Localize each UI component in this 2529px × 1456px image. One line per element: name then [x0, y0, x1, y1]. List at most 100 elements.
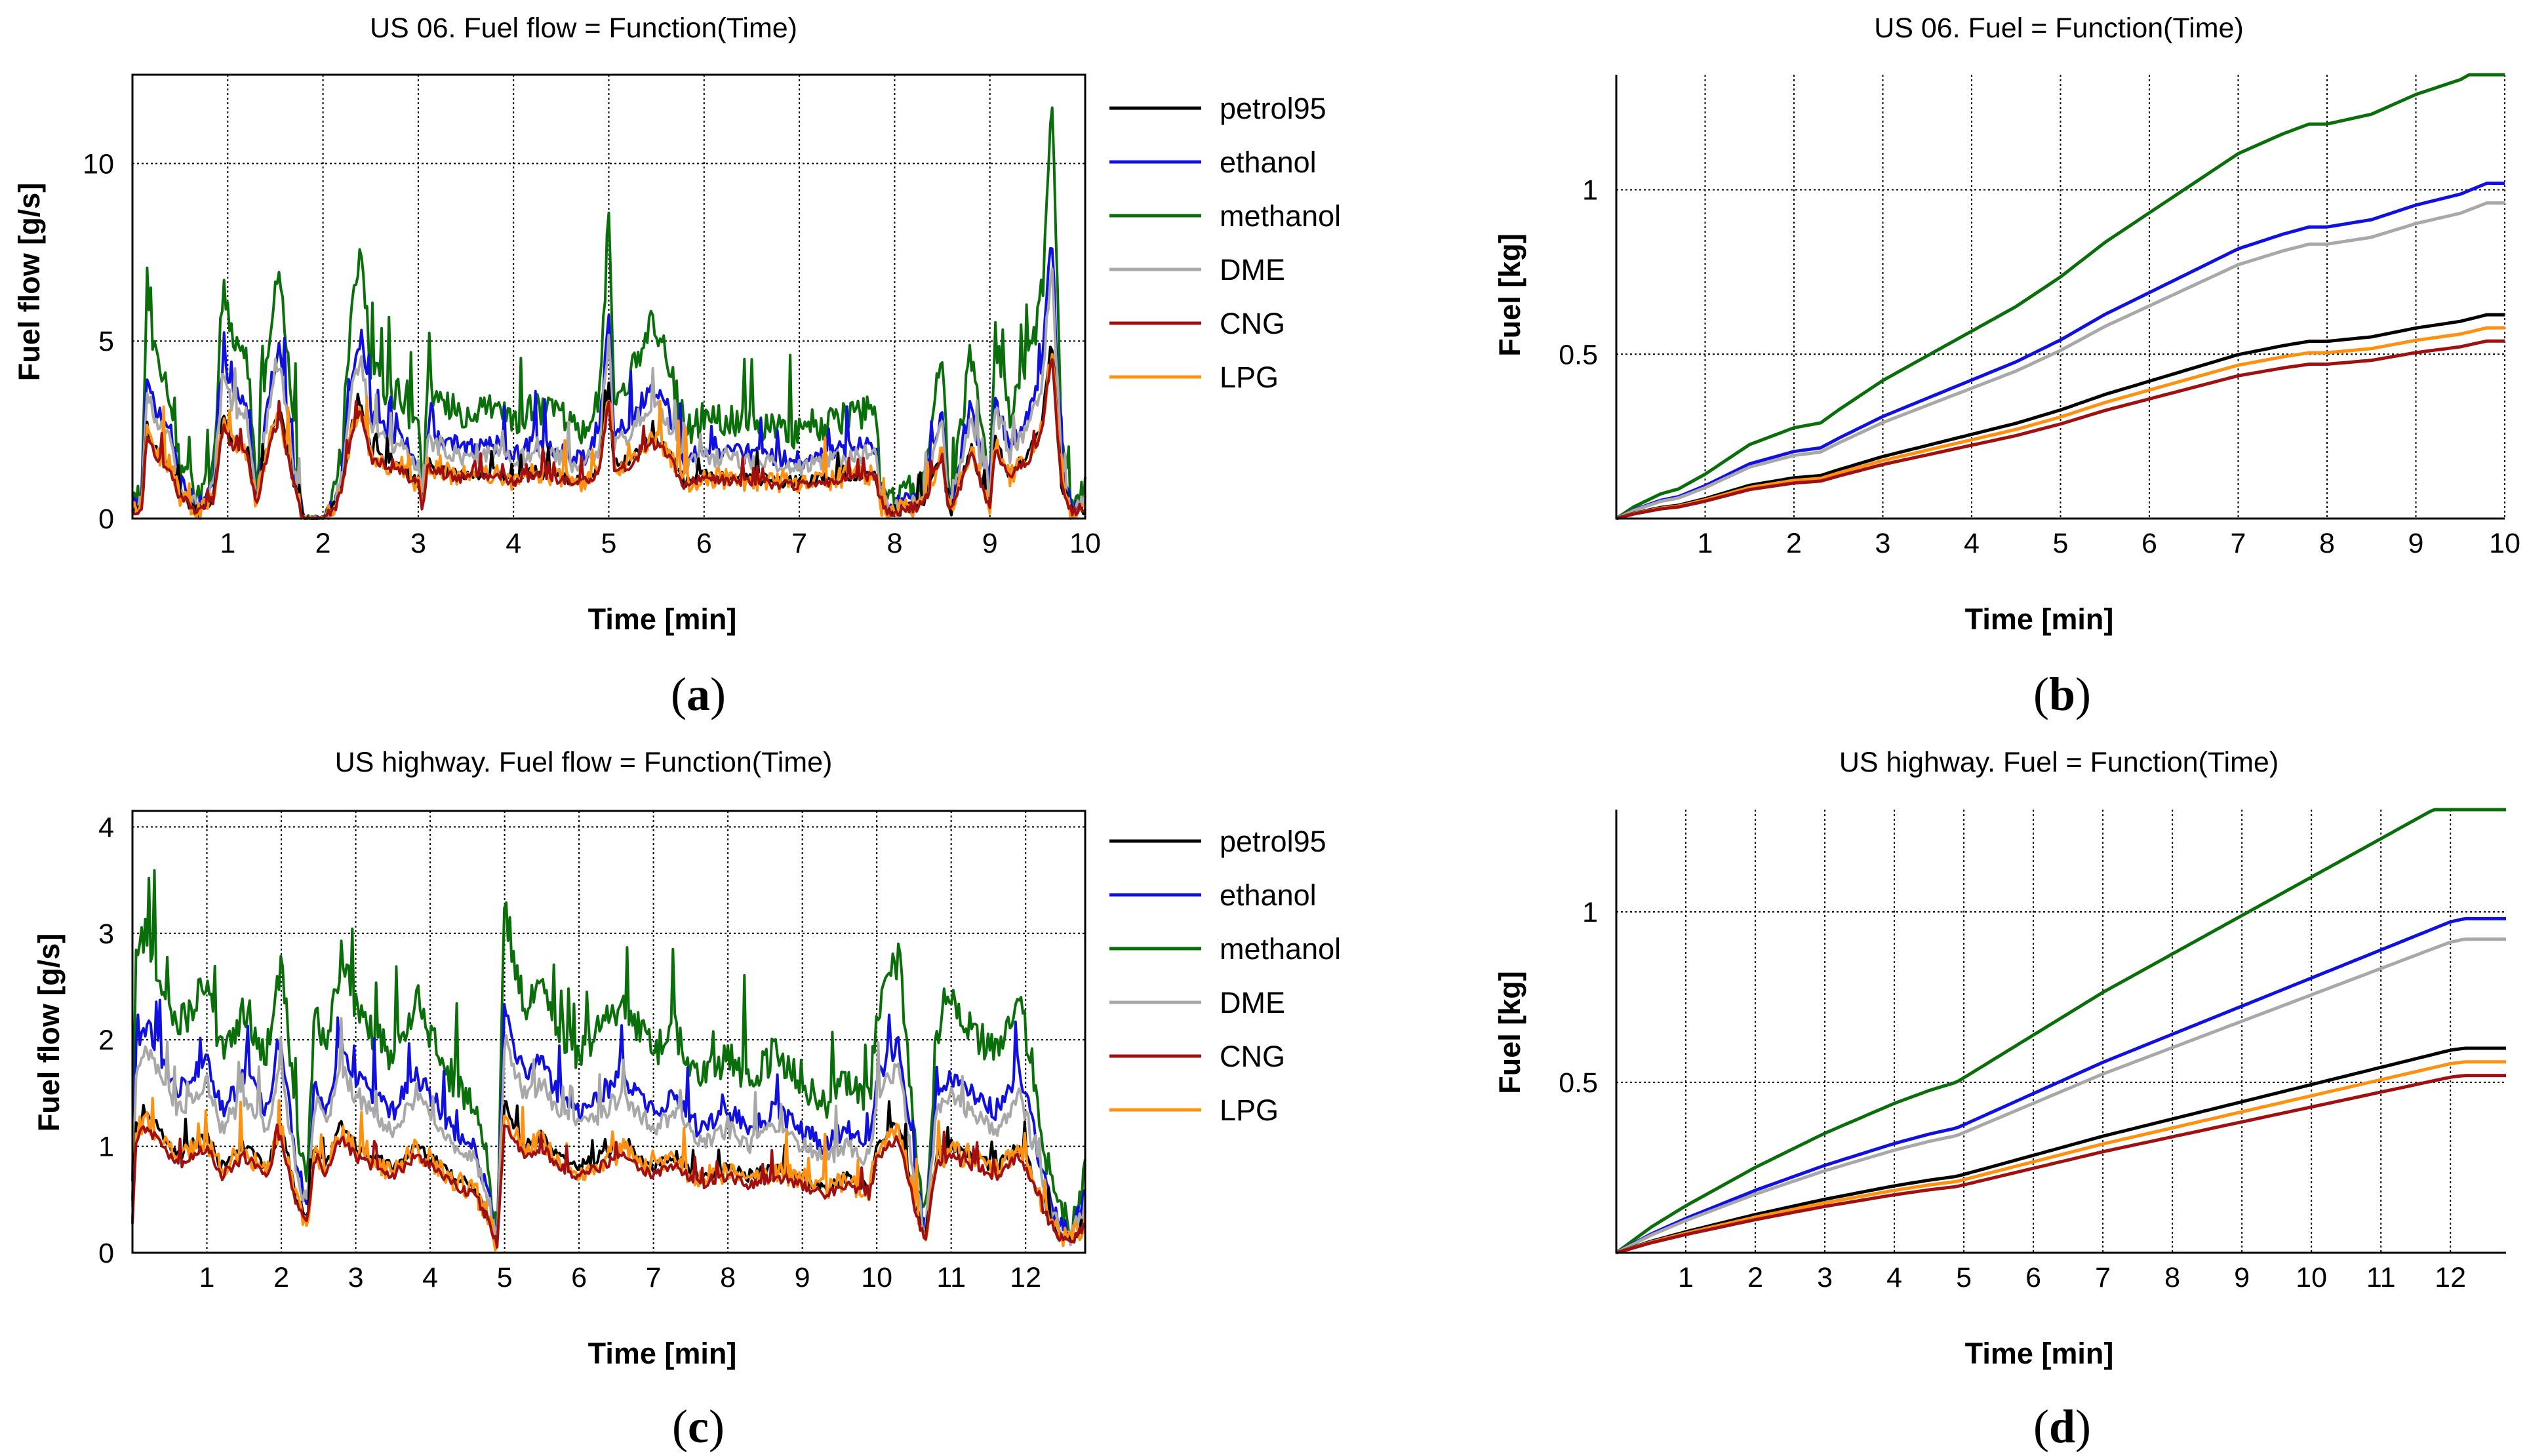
y-ticks-d: 0.51: [1559, 897, 1598, 1099]
series-line-ethanol: [131, 998, 1086, 1245]
x-tick-label: 9: [2234, 1262, 2250, 1293]
series-line-cng: [1616, 339, 2505, 521]
grid-c: [132, 811, 1085, 1253]
xlabel-c: Time [min]: [588, 1337, 737, 1370]
x-tick-label: 2: [1786, 528, 1802, 559]
series-line-ethanol: [1615, 916, 2506, 1255]
x-tick-label: 5: [497, 1262, 513, 1293]
legend-label-cng: CNG: [1220, 307, 1285, 340]
x-tick-label: 7: [2095, 1262, 2111, 1293]
panel-b: US 06. Fuel = Function(Time) Time [min] …: [1493, 12, 2520, 720]
series-line-lpg: [1616, 326, 2505, 521]
y-tick-label: 2: [98, 1025, 114, 1056]
caption-d: (d): [2033, 1400, 2091, 1453]
legend-label-ethanol: ethanol: [1220, 146, 1317, 179]
grid-b: [1616, 75, 2505, 519]
x-tick-label: 4: [422, 1262, 438, 1293]
x-tick-label: 7: [2231, 528, 2246, 559]
series-line-petrol95: [1616, 313, 2505, 521]
x-tick-label: 2: [273, 1262, 289, 1293]
caption-a: (a): [671, 668, 726, 720]
series-line-dme: [1615, 937, 2506, 1255]
plot-frame-a: [131, 73, 1086, 520]
x-tick-label: 3: [1817, 1262, 1833, 1293]
legend-label-methanol: methanol: [1220, 199, 1341, 233]
x-tick-label: 11: [2366, 1262, 2396, 1293]
series-line-cng: [131, 358, 1086, 520]
caption-d-letter: d: [2049, 1400, 2075, 1453]
title-b: US 06. Fuel = Function(Time): [1874, 12, 2244, 44]
series-line-methanol: [131, 869, 1086, 1240]
plot-frame-c: [131, 810, 1086, 1254]
x-ticks-c: 1 2 3 4 5 6 7 8 9 10 11 12: [199, 1262, 1042, 1293]
panel-a: US 06. Fuel flow = Function(Time) Time […: [12, 12, 1341, 720]
x-tick-label: 3: [348, 1262, 364, 1293]
y-tick-label: 0: [98, 1238, 114, 1269]
series-line-cng: [1616, 1074, 2506, 1255]
x-tick-label: 10: [2296, 1262, 2327, 1293]
title-d: US highway. Fuel = Function(Time): [1839, 747, 2279, 778]
x-tick-label: 7: [791, 528, 807, 559]
y-tick-label: 1: [1582, 175, 1598, 207]
x-tick-label: 2: [1747, 1262, 1763, 1293]
series-line-petrol95: [131, 1100, 1086, 1248]
series-line-dme: [1615, 201, 2505, 521]
series-line-petrol95: [1616, 1046, 2506, 1255]
x-tick-label: 1: [220, 528, 235, 559]
series-line-lpg: [131, 1097, 1086, 1251]
axes-d: [1615, 810, 2506, 1254]
y-ticks-a: 0 5 10: [83, 148, 114, 535]
x-tick-label: 7: [646, 1262, 662, 1293]
ylabel-b: Fuel [kg]: [1493, 233, 1526, 357]
x-tick-label: 4: [1886, 1262, 1902, 1293]
x-tick-label: 3: [410, 528, 426, 559]
xlabel-a: Time [min]: [588, 602, 737, 636]
y-tick-label: 0.5: [1559, 339, 1598, 370]
x-ticks-a: 1 2 3 4 5 6 7 8 9 10: [220, 528, 1101, 559]
title-a: US 06. Fuel flow = Function(Time): [370, 12, 797, 44]
series-lines-c: [131, 869, 1086, 1251]
legend-label-methanol: methanol: [1220, 932, 1341, 966]
x-tick-label: 8: [886, 528, 902, 559]
caption-c-letter: c: [688, 1400, 709, 1453]
caption-b-letter: b: [2049, 668, 2075, 720]
x-tick-label: 6: [571, 1262, 587, 1293]
legend-label-lpg: LPG: [1220, 1093, 1279, 1127]
series-line-ethanol: [1615, 182, 2505, 521]
x-tick-label: 5: [1956, 1262, 1972, 1293]
x-tick-label: 6: [2141, 528, 2157, 559]
x-tick-label: 11: [936, 1262, 966, 1293]
y-tick-label: 0.5: [1559, 1067, 1598, 1099]
x-tick-label: 1: [1678, 1262, 1694, 1293]
series-line-methanol: [1615, 73, 2505, 521]
x-tick-label: 6: [2025, 1262, 2041, 1293]
x-tick-label: 12: [2435, 1262, 2466, 1293]
caption-a-letter: a: [687, 668, 710, 720]
x-tick-label: 9: [795, 1262, 810, 1293]
series-lines-a: [131, 106, 1086, 520]
ylabel-c: Fuel flow [g/s]: [32, 934, 66, 1131]
x-ticks-d: 1 2 3 4 5 6 7 8 9 10 11 12: [1678, 1262, 2466, 1293]
y-tick-label: 1: [1582, 897, 1598, 928]
ylabel-d: Fuel [kg]: [1493, 971, 1526, 1094]
caption-b: (b): [2033, 668, 2091, 720]
y-tick-label: 0: [98, 503, 114, 535]
series-line-methanol: [1615, 808, 2506, 1255]
y-tick-label: 10: [83, 148, 114, 180]
series-lines-b: [1615, 73, 2505, 521]
caption-c: (c): [672, 1400, 725, 1453]
panel-d: US highway. Fuel = Function(Time) Time […: [1493, 747, 2506, 1453]
xlabel-b: Time [min]: [1965, 602, 2114, 636]
legend-label-petrol95: petrol95: [1220, 825, 1326, 858]
ylabel-a: Fuel flow [g/s]: [12, 183, 46, 381]
y-ticks-b: 0.51: [1559, 175, 1598, 371]
x-tick-label: 1: [1698, 528, 1713, 559]
x-tick-label: 6: [696, 528, 712, 559]
grid-d: [1616, 810, 2506, 1253]
series-line-lpg: [1616, 1060, 2506, 1255]
x-tick-label: 8: [2319, 528, 2335, 559]
y-tick-label: 4: [98, 812, 114, 843]
x-tick-label: 10: [2489, 528, 2520, 559]
axes-b: [1615, 75, 2505, 520]
